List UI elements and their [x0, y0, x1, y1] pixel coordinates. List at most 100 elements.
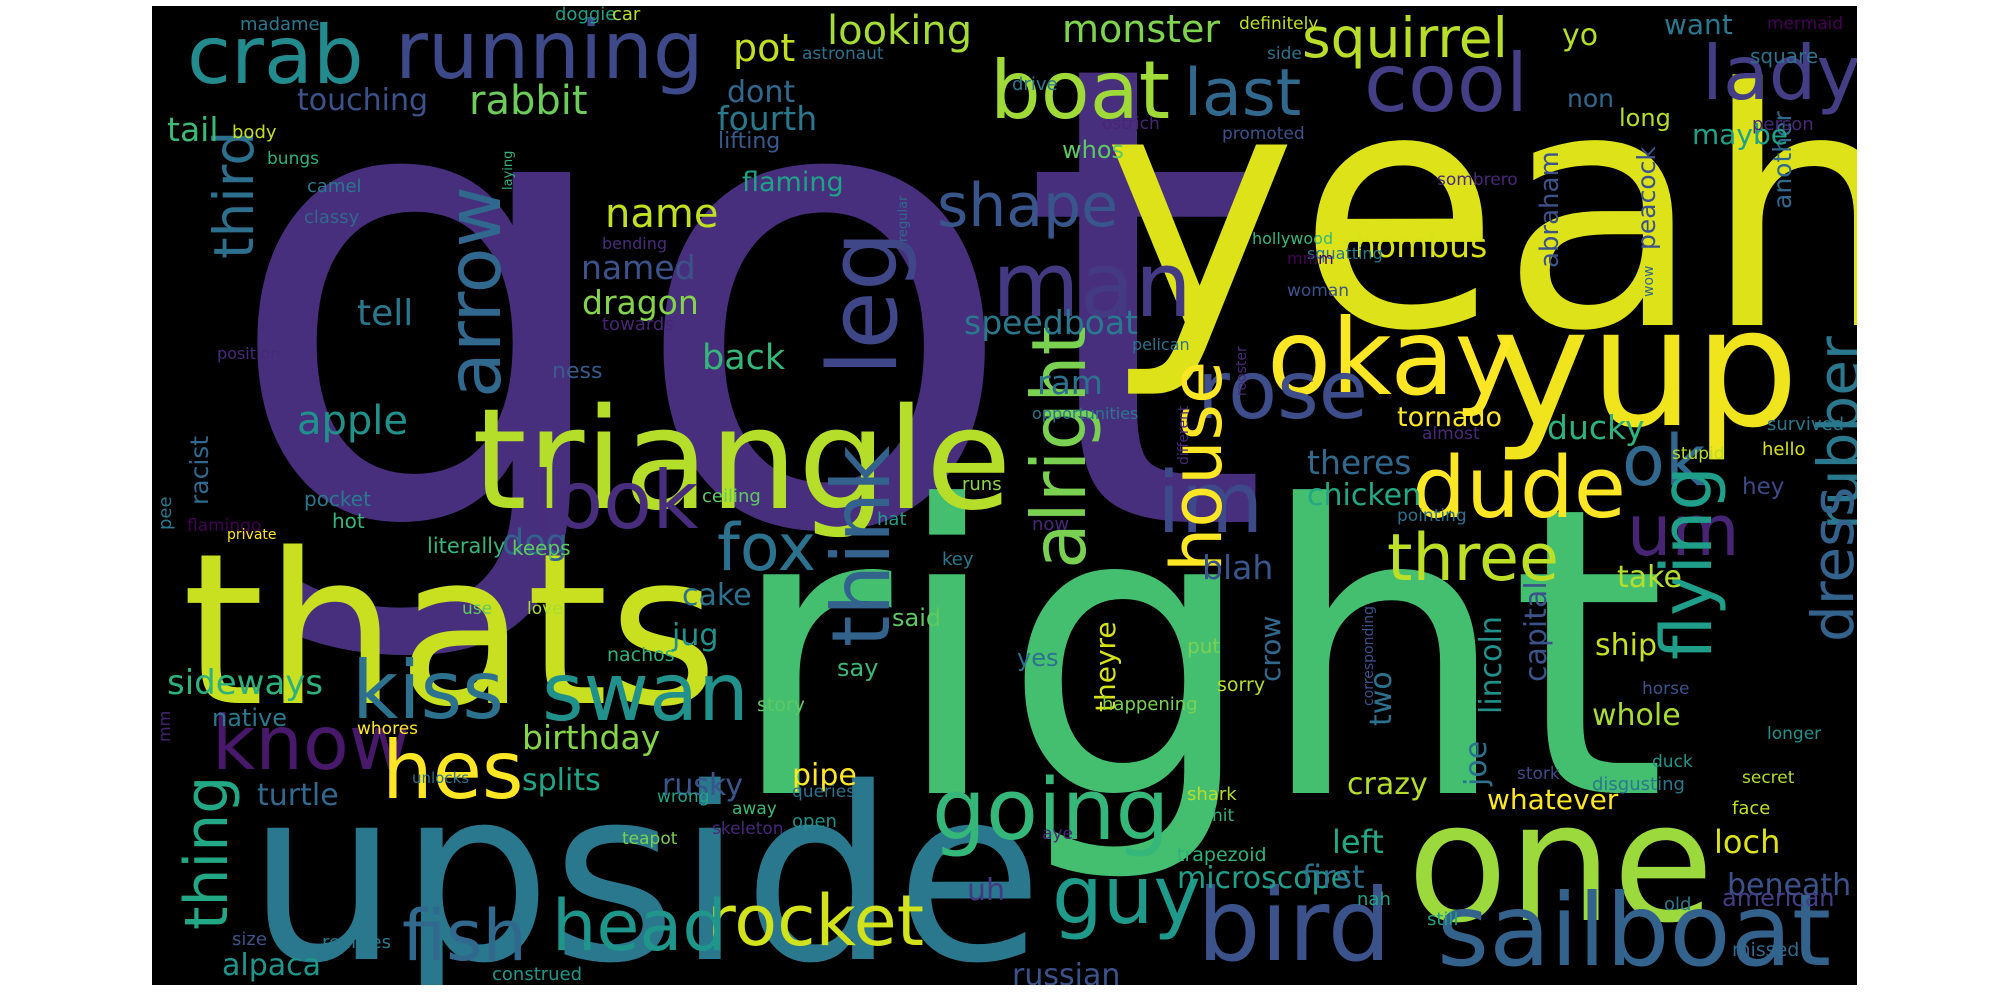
word-ram: ram: [1037, 363, 1103, 402]
word-bending: bending: [602, 234, 668, 253]
word-pelican: pelican: [1132, 335, 1190, 354]
word-love: love: [527, 599, 563, 619]
word-dog: dog: [502, 523, 568, 563]
word-story: story: [757, 694, 806, 716]
word-open: open: [792, 811, 837, 832]
word-russian: russian: [1012, 958, 1121, 986]
word-queries: queries: [792, 782, 856, 802]
word-looking: looking: [827, 8, 973, 54]
word-non: non: [1567, 84, 1614, 113]
word-yes: yes: [1017, 644, 1059, 672]
word-guy: guy: [1052, 849, 1201, 942]
word-dress: dress: [1799, 486, 1857, 642]
word-cloud: got right yeah upside thats one yup triangle oka…: [152, 6, 1857, 985]
word-dragon: dragon: [582, 283, 699, 322]
word-duck: duck: [1652, 752, 1693, 772]
word-house: house: [1156, 360, 1238, 572]
word-fourth: fourth: [717, 99, 818, 138]
word-regular: regular: [896, 195, 911, 242]
word-rocket: rocket: [707, 880, 925, 962]
word-ducky: ducky: [1547, 408, 1645, 447]
word-now: now: [1032, 514, 1070, 535]
word-pee: pee: [155, 496, 176, 530]
word-loch: loch: [1714, 823, 1781, 861]
word-hes: hes: [382, 724, 524, 817]
word-ship: ship: [1595, 628, 1658, 663]
word-look: look: [532, 454, 699, 547]
word-right: right: [727, 423, 1667, 888]
word-running: running: [395, 6, 704, 97]
word-dude: dude: [1412, 439, 1627, 538]
word-boat: boat: [990, 44, 1171, 137]
word-wow: wow: [1641, 265, 1657, 297]
word-rhombus: rhombus: [1342, 226, 1488, 265]
word-touching: touching: [297, 83, 429, 118]
word-rooster: rooster: [1234, 346, 1250, 396]
word-teapot: teapot: [622, 829, 678, 849]
word-chicken: chicken: [1307, 478, 1422, 513]
word-leg: leg: [809, 230, 919, 376]
word-secret: secret: [1742, 768, 1795, 788]
word-runs: runs: [962, 474, 1002, 495]
word-whatever: whatever: [1487, 783, 1619, 816]
word-trapezoid: trapezoid: [1177, 844, 1267, 866]
word-thing: thing: [172, 775, 242, 930]
word-lifting: lifting: [718, 129, 781, 154]
word-ness: ness: [552, 359, 603, 384]
word-crazy: crazy: [1347, 767, 1428, 802]
word-hollywood: hollywood: [1252, 229, 1334, 248]
word-beneath: beneath: [1727, 868, 1852, 903]
word-speedboat: speedboat: [964, 303, 1138, 342]
word-fox: fox: [717, 511, 817, 586]
word-pointing: pointing: [1397, 506, 1467, 526]
word-key: key: [942, 549, 974, 570]
word-long: long: [1619, 104, 1671, 132]
word-person: person: [1752, 114, 1814, 135]
word-bird: bird: [1197, 867, 1392, 984]
word-camel: camel: [307, 176, 362, 197]
word-bungs: bungs: [267, 149, 319, 169]
word-rose: rose: [1197, 344, 1368, 437]
word-abraham: abraham: [1535, 151, 1565, 268]
word-swan: swan: [542, 646, 749, 739]
word-sideways: sideways: [167, 663, 324, 703]
word-whores: whores: [357, 719, 419, 739]
word-sombrero: sombrero: [1437, 170, 1518, 190]
word-flaming: flaming: [742, 167, 844, 198]
word-know: know: [212, 699, 411, 787]
word-happening: happening: [1102, 694, 1198, 715]
word-alpaca: alpaca: [222, 948, 322, 983]
word-ok: ok: [1622, 420, 1706, 502]
word-away: away: [732, 799, 777, 819]
word-put: put: [1187, 634, 1221, 658]
word-survived: survived: [1767, 414, 1844, 435]
word-theres: theres: [1307, 443, 1412, 482]
word-ceiling: ceiling: [702, 486, 761, 507]
word-longer: longer: [1767, 724, 1822, 744]
word-one: one: [1407, 767, 1715, 959]
word-maybe: maybe: [1692, 118, 1789, 151]
word-want: want: [1664, 8, 1733, 41]
word-said: said: [892, 604, 942, 632]
word-pipe: pipe: [792, 758, 857, 793]
word-yup: yup: [1492, 272, 1799, 464]
word-hit: hit: [1212, 806, 1235, 826]
word-think: think: [815, 445, 908, 647]
word-fish: fish: [402, 895, 527, 977]
word-mermaid: mermaid: [1767, 14, 1844, 34]
word-body: body: [232, 122, 277, 143]
word-upside: upside: [247, 736, 1044, 985]
word-crab: crab: [187, 9, 364, 102]
word-blah: blah: [1202, 548, 1274, 587]
word-use: use: [462, 599, 493, 619]
word-say: say: [837, 654, 879, 682]
word-apple: apple: [297, 398, 409, 444]
word-face: face: [1732, 798, 1771, 819]
word-tell: tell: [357, 293, 414, 334]
word-realizes: realizes: [322, 932, 392, 953]
word-hello: hello: [1762, 439, 1806, 460]
word-three: three: [1387, 521, 1559, 596]
word-still: still: [1427, 909, 1459, 930]
word-sorry: sorry: [1217, 674, 1266, 696]
word-madame: madame: [240, 14, 320, 35]
